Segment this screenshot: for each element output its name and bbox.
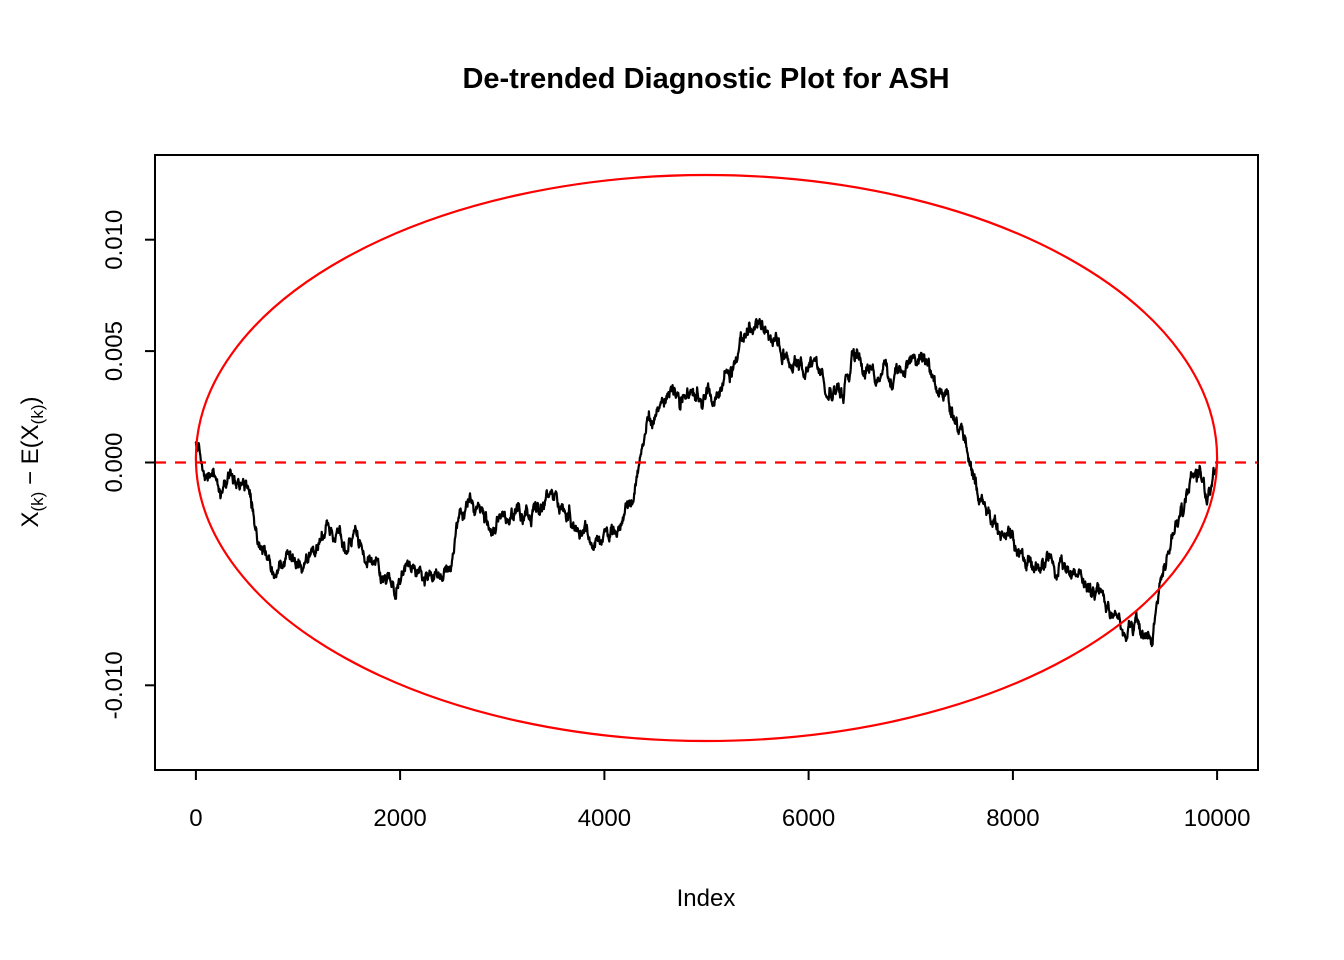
- y-axis-title-text: X: [17, 512, 44, 528]
- x-axis-title: Index: [677, 885, 736, 912]
- x-tick-label: 8000: [986, 805, 1039, 832]
- x-tick-label: 6000: [782, 805, 835, 832]
- y-tick-label: 0.010: [101, 210, 128, 270]
- x-tick-label: 0: [189, 805, 202, 832]
- y-tick-label: 0.000: [101, 432, 128, 492]
- x-tick-label: 10000: [1184, 805, 1251, 832]
- y-axis-title-text: − E(X: [17, 424, 44, 491]
- detrended-series-line: [194, 318, 1219, 648]
- y-axis-title-subscript: (k): [28, 404, 47, 424]
- y-axis-title-text: ): [17, 396, 44, 404]
- y-axis-title: X(k) − E(X(k)): [17, 396, 47, 527]
- y-axis: -0.010 0.000 0.005 0.010: [101, 210, 155, 719]
- chart-title: De-trended Diagnostic Plot for ASH: [462, 63, 949, 95]
- x-tick-label: 4000: [578, 805, 631, 832]
- y-axis-title-subscript: (k): [28, 492, 47, 512]
- y-tick-label: 0.005: [101, 321, 128, 381]
- confidence-ellipse: [194, 173, 1219, 743]
- x-tick-label: 2000: [373, 805, 426, 832]
- y-tick-label: -0.010: [101, 651, 128, 719]
- x-axis: 0 2000 4000 6000 8000 10000: [189, 770, 1250, 832]
